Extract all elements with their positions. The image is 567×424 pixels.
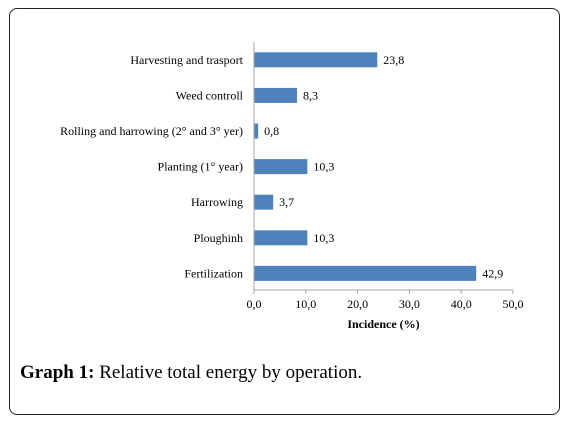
category-label: Harrowing xyxy=(191,195,243,209)
category-labels: Harvesting and trasport Weed controll Roll… xyxy=(60,53,244,281)
bar xyxy=(254,230,308,246)
data-label: 3,7 xyxy=(279,195,294,209)
category-label: Planting (1° year) xyxy=(158,160,243,174)
bar xyxy=(254,265,477,281)
data-label: 0,8 xyxy=(264,124,279,138)
bar xyxy=(254,52,378,68)
data-label: 23,8 xyxy=(383,53,404,67)
data-label: 10,3 xyxy=(313,231,334,245)
category-label: Fertilization xyxy=(184,266,243,280)
x-tick-label: 0,0 xyxy=(247,297,262,311)
x-axis-title: Incidence (%) xyxy=(347,317,419,331)
figure-frame xyxy=(9,8,560,415)
data-label: 10,3 xyxy=(313,160,334,174)
x-axis: 0,0 10,0 20,0 30,0 40,0 50,0 xyxy=(247,42,524,311)
bar xyxy=(254,123,259,139)
caption-label: Graph 1: xyxy=(20,362,95,383)
bar xyxy=(254,159,308,175)
data-label: 8,3 xyxy=(303,88,318,102)
x-tick-label: 50,0 xyxy=(503,297,524,311)
bar xyxy=(254,194,274,210)
bar xyxy=(254,87,297,103)
caption-text: Relative total energy by operation. xyxy=(99,362,363,383)
x-tick-label: 30,0 xyxy=(399,297,420,311)
x-tick-label: 20,0 xyxy=(347,297,368,311)
bars xyxy=(254,52,477,281)
data-label: 42,9 xyxy=(482,266,503,280)
x-tick-label: 10,0 xyxy=(295,297,316,311)
x-tick-label: 40,0 xyxy=(451,297,472,311)
figure-caption: Graph 1: Relative total energy by operat… xyxy=(20,362,362,384)
category-label: Rolling and harrowing (2° and 3° yer) xyxy=(60,124,243,138)
category-label: Weed controll xyxy=(176,88,244,102)
category-label: Ploughinh xyxy=(194,231,243,245)
value-labels: 23,8 8,3 0,8 10,3 3,7 10,3 42,9 xyxy=(264,53,503,281)
category-label: Harvesting and trasport xyxy=(130,53,243,67)
